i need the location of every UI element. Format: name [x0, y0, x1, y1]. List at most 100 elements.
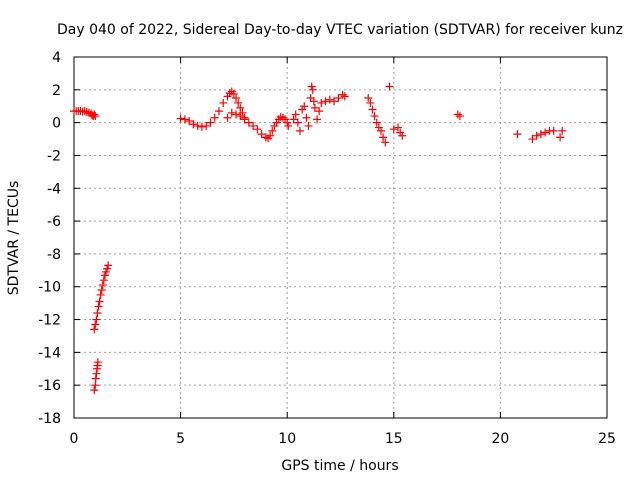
- data-point: [223, 113, 232, 122]
- x-tick-label: 5: [176, 431, 185, 447]
- data-point: [558, 126, 567, 135]
- x-axis-label: GPS time / hours: [281, 458, 398, 474]
- data-point: [307, 82, 316, 91]
- data-point: [266, 131, 275, 140]
- data-point: [244, 118, 253, 127]
- data-point: [197, 122, 206, 131]
- data-point: [293, 118, 302, 127]
- data-point: [232, 94, 241, 103]
- data-point: [103, 264, 112, 273]
- data-point: [379, 133, 388, 142]
- y-tick-label: -16: [38, 378, 61, 394]
- data-point: [219, 98, 228, 107]
- data-point: [309, 97, 318, 106]
- data-point: [214, 107, 223, 116]
- y-tick-label: -10: [38, 280, 61, 296]
- data-point: [257, 130, 266, 139]
- data-point: [317, 98, 326, 107]
- data-point: [91, 320, 100, 329]
- data-point: [202, 121, 211, 130]
- data-point: [455, 112, 464, 121]
- grid: [74, 57, 607, 418]
- data-point: [283, 118, 292, 127]
- data-point: [176, 114, 185, 123]
- data-point: [394, 123, 403, 132]
- data-point: [234, 98, 243, 107]
- data-point: [308, 85, 317, 94]
- data-point: [310, 103, 319, 112]
- data-point: [99, 276, 108, 285]
- data-point: [97, 286, 106, 295]
- y-tick-label: 0: [52, 116, 61, 132]
- data-point: [532, 131, 541, 140]
- data-point: [91, 374, 100, 383]
- data-point: [193, 121, 202, 130]
- data-point: [278, 113, 287, 122]
- data-point: [180, 115, 189, 124]
- y-axis: -18 -16 -14 -12 -10 -8 -6 -4 -2 0 2 4: [38, 50, 607, 427]
- data-point: [364, 94, 373, 103]
- y-tick-label: 4: [52, 50, 61, 66]
- data-point: [268, 126, 277, 135]
- data-point: [253, 125, 262, 134]
- data-point: [100, 271, 109, 280]
- data-point: [513, 130, 522, 139]
- data-point: [453, 110, 462, 119]
- data-point: [101, 267, 110, 276]
- x-tick-label: 20: [491, 431, 509, 447]
- data-point: [232, 110, 241, 119]
- data-point: [295, 126, 304, 135]
- data-point: [92, 315, 101, 324]
- data-point: [96, 290, 105, 299]
- data-point: [104, 261, 113, 270]
- plot-frame: [73, 56, 608, 419]
- data-point: [304, 121, 313, 130]
- data-point: [366, 98, 375, 107]
- x-axis: 0 5 10 15 20 25: [70, 57, 616, 447]
- data-point: [325, 95, 334, 104]
- data-point: [549, 126, 558, 135]
- data-point: [93, 358, 102, 367]
- chart-title: Day 040 of 2022, Sidereal Day-to-day VTE…: [57, 22, 623, 38]
- y-tick-label: -8: [47, 247, 61, 263]
- data-point: [536, 130, 545, 139]
- data-point: [340, 92, 349, 101]
- y-tick-label: -6: [47, 214, 61, 230]
- x-tick-label: 25: [598, 431, 616, 447]
- data-point: [90, 110, 99, 119]
- data-point: [90, 386, 99, 395]
- data-point: [302, 113, 311, 122]
- data-point: [236, 103, 245, 112]
- data-point: [189, 120, 198, 129]
- data-point: [98, 281, 107, 290]
- data-point: [541, 128, 550, 137]
- data-point: [556, 133, 565, 142]
- data-point: [372, 118, 381, 127]
- data-points: [70, 82, 567, 395]
- x-tick-label: 10: [278, 431, 296, 447]
- data-point: [93, 308, 102, 317]
- y-tick-label: -14: [38, 345, 61, 361]
- data-point: [315, 107, 324, 116]
- data-point: [370, 112, 379, 121]
- data-point: [289, 115, 298, 124]
- data-point: [95, 297, 104, 306]
- data-point: [381, 138, 390, 147]
- x-tick-label: 15: [385, 431, 403, 447]
- data-point: [313, 115, 322, 124]
- data-point: [330, 97, 339, 106]
- data-point: [90, 325, 99, 334]
- y-tick-label: -18: [38, 411, 61, 427]
- y-tick-label: -12: [38, 313, 61, 329]
- data-point: [185, 116, 194, 125]
- data-point: [300, 102, 309, 111]
- y-tick-label: -4: [47, 181, 61, 197]
- x-tick-label: 0: [70, 431, 79, 447]
- data-point: [227, 108, 236, 117]
- y-tick-label: 2: [52, 83, 61, 99]
- data-point: [398, 131, 407, 140]
- y-axis-label: SDTVAR / TECUs: [6, 181, 22, 296]
- data-point: [291, 110, 300, 119]
- data-point: [249, 121, 258, 130]
